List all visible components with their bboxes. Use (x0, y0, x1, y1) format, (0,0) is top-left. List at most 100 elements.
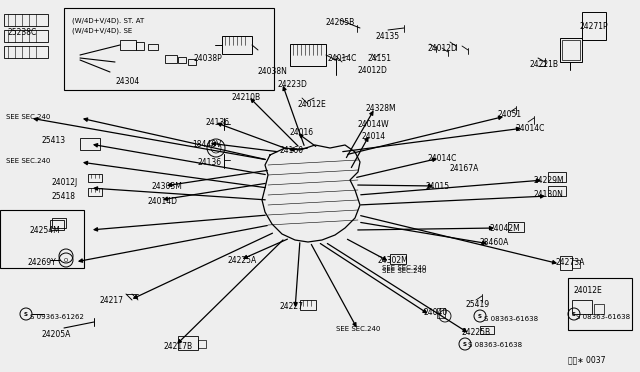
Bar (594, 304, 604, 314)
Text: 24040: 24040 (424, 308, 448, 317)
Bar (52, 218, 66, 228)
Text: 24014C: 24014C (327, 54, 356, 63)
Bar (548, 186, 566, 196)
Text: S 09363-61262: S 09363-61262 (30, 314, 84, 320)
Bar (548, 172, 566, 182)
Text: 24014D: 24014D (148, 197, 178, 206)
Text: 25238C: 25238C (8, 28, 37, 37)
Text: SEE SEC.240: SEE SEC.240 (6, 114, 51, 120)
Bar (4, 46, 48, 58)
Bar (560, 256, 572, 270)
Text: SEE SEC.240: SEE SEC.240 (382, 268, 426, 274)
Bar (88, 174, 102, 182)
Bar (80, 138, 100, 150)
Bar (437, 308, 445, 318)
Bar (4, 30, 48, 42)
Text: SEE SEC.240: SEE SEC.240 (6, 158, 51, 164)
Text: 24038N: 24038N (258, 67, 288, 76)
Text: 24227: 24227 (280, 302, 304, 311)
Text: 24205A: 24205A (42, 330, 72, 339)
Bar (390, 254, 406, 264)
Text: 24136: 24136 (206, 118, 230, 127)
Text: 24210B: 24210B (232, 93, 261, 102)
Text: 24160: 24160 (280, 146, 304, 155)
Text: 24273A: 24273A (556, 258, 586, 267)
Text: 24014: 24014 (362, 132, 386, 141)
Bar (508, 222, 524, 232)
Text: 24229M: 24229M (534, 176, 564, 185)
Text: 25418: 25418 (52, 192, 76, 201)
Bar (290, 44, 326, 66)
Bar (582, 12, 606, 40)
Text: シス∗ 0037: シス∗ 0037 (568, 356, 605, 365)
Bar (222, 36, 252, 54)
Text: 24051: 24051 (498, 110, 522, 119)
Text: 24016: 24016 (290, 128, 314, 137)
Bar (0, 210, 84, 268)
Text: S: S (463, 341, 467, 346)
Text: 25419: 25419 (466, 300, 490, 309)
Text: 24205B: 24205B (326, 18, 355, 27)
Text: 24217: 24217 (100, 296, 124, 305)
Text: 24303M: 24303M (152, 182, 183, 191)
Text: 24014C: 24014C (428, 154, 458, 163)
Text: 24136: 24136 (198, 158, 222, 167)
Text: S 08363-61638: S 08363-61638 (576, 314, 630, 320)
Text: SEE SEC.240: SEE SEC.240 (336, 326, 380, 332)
Bar (148, 44, 158, 50)
Text: 24014C: 24014C (516, 124, 545, 133)
Text: 24304: 24304 (116, 77, 140, 86)
Text: 24012D: 24012D (358, 66, 388, 75)
Text: (W/4D+V/4D). SE: (W/4D+V/4D). SE (72, 28, 132, 35)
Text: 24135: 24135 (375, 32, 399, 41)
Bar (165, 55, 177, 63)
Bar (198, 340, 206, 348)
Text: O: O (64, 257, 68, 263)
Text: 24038P: 24038P (193, 54, 221, 63)
Text: 24167A: 24167A (450, 164, 479, 173)
Text: (W/4D+V/4D). ST. AT: (W/4D+V/4D). ST. AT (72, 18, 144, 25)
Bar (120, 40, 136, 50)
Text: 24151: 24151 (368, 54, 392, 63)
Bar (300, 300, 316, 310)
Bar (562, 40, 580, 60)
Text: 28460A: 28460A (480, 238, 509, 247)
Text: S 08363-61638: S 08363-61638 (468, 342, 522, 348)
Text: 25413: 25413 (42, 136, 66, 145)
Text: 24223D: 24223D (277, 80, 307, 89)
Text: 24015: 24015 (425, 182, 449, 191)
Bar (4, 14, 48, 26)
Text: 24225B: 24225B (462, 328, 491, 337)
Bar (568, 278, 632, 330)
Text: 24012E: 24012E (574, 286, 603, 295)
Text: SEE SEC.240: SEE SEC.240 (382, 265, 426, 271)
Text: 24328M: 24328M (365, 104, 396, 113)
Text: 24269Y: 24269Y (28, 258, 57, 267)
Text: S: S (572, 311, 576, 317)
Text: 24225A: 24225A (228, 256, 257, 265)
Bar (480, 326, 494, 334)
Bar (64, 8, 274, 90)
Bar (50, 220, 64, 230)
Text: S 08363-61638: S 08363-61638 (484, 316, 538, 322)
Text: 24014W: 24014W (358, 120, 390, 129)
Text: 24217B: 24217B (164, 342, 193, 351)
Bar (136, 42, 144, 50)
Text: 18440V: 18440V (192, 140, 221, 149)
Text: 24271P: 24271P (580, 22, 609, 31)
Text: 24012J: 24012J (52, 178, 78, 187)
Text: 24012D: 24012D (428, 44, 458, 53)
Text: 24130N: 24130N (534, 190, 564, 199)
Text: S: S (24, 311, 28, 317)
Text: 24302M: 24302M (378, 256, 409, 265)
Bar (188, 59, 196, 65)
Text: 24012E: 24012E (297, 100, 326, 109)
Text: 24042M: 24042M (490, 224, 521, 233)
Bar (560, 38, 582, 62)
Bar (178, 57, 186, 63)
Bar (572, 300, 592, 314)
Bar (178, 336, 198, 350)
Bar (88, 188, 102, 196)
Bar (572, 260, 580, 268)
Text: S: S (478, 314, 482, 318)
